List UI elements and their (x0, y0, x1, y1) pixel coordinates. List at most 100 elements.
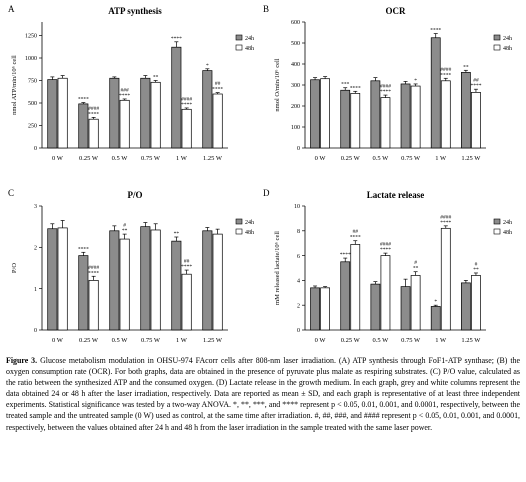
panel-b-bar-24h (400, 83, 411, 149)
panel-a-y-tick-label: 750 (28, 79, 37, 85)
panel-c-significance-label: **** (181, 264, 192, 270)
panel-c-y-tick-label: 2 (34, 246, 37, 252)
panel-a-significance-label: **** (78, 97, 89, 103)
panel-c-significance-label: **** (78, 246, 89, 252)
panel-a-x-tick-label: 1 W (176, 155, 188, 162)
panel-c-significance-label: ** (174, 231, 180, 237)
panel-d-legend-swatch-24h (493, 218, 501, 225)
panel-c-bar-48h (88, 280, 99, 331)
panel-d-bar-48h (350, 244, 361, 331)
panel-b-significance-label: *** (341, 82, 350, 88)
panel-c-bar-48h (57, 227, 68, 331)
panel-a-y-tick-label: 0 (34, 146, 37, 152)
panel-b-significance-label: **** (350, 85, 361, 91)
panel-b-significance-label: ** (463, 64, 469, 70)
panel-a-bar-24h (140, 77, 151, 149)
panel-b-x-tick-label: 0.5 W (373, 155, 390, 162)
panel-c-significance-label: ** (122, 228, 128, 234)
panel-a-bar-48h (150, 81, 161, 149)
panel-c-bar-24h (47, 228, 58, 331)
panel-b-y-tick-label: 400 (291, 62, 300, 68)
panel-c-significance-label: # (123, 223, 126, 229)
panel-c-legend-label-24h: 24h (245, 220, 254, 226)
panel-a-bar-24h (202, 70, 213, 149)
panel-d-significance-label: ** (413, 266, 419, 272)
panel-a-x-tick-label: 1.25 W (203, 155, 223, 162)
panel-a-bar-48h (212, 93, 223, 149)
panel-b-y-axis-label: nmol O/min/10⁶ cell (274, 58, 281, 111)
panel-a-bar-24h (78, 103, 89, 149)
panel-b-significance-label: #### (440, 67, 451, 73)
panel-a-significance-label: **** (119, 93, 130, 99)
panel-a-y-tick-label: 500 (28, 101, 37, 107)
panel-b-y-tick-label: 500 (291, 41, 300, 47)
panel-a-x-tick-label: 0.25 W (79, 155, 99, 162)
panel-d-significance-label: **** (380, 247, 391, 253)
panel-c-significance-label: ## (184, 259, 190, 265)
panel-d-bar-48h (440, 227, 451, 331)
panel-a-x-tick-label: 0 W (52, 155, 64, 162)
panel-a-y-axis-label: nmol ATP/min/10⁶ cell (11, 55, 18, 115)
panel-b-bar-48h (320, 78, 330, 149)
caption-text: Glucose metabolism modulation in OHSU-97… (6, 356, 520, 432)
panel-d-bar-48h (320, 287, 330, 331)
panel-d-significance-label: **** (440, 220, 451, 226)
panel-b-y-tick-label: 300 (291, 83, 300, 89)
panel-b-y-tick-label: 100 (291, 125, 300, 131)
panel-b-x-tick-label: 1.25 W (461, 155, 481, 162)
panel-c-y-tick-label: 0 (34, 328, 37, 334)
panel-a-bar-48h (57, 77, 68, 149)
panel-d-y-tick-label: 10 (294, 204, 300, 210)
panel-c-x-tick-label: 0.5 W (112, 337, 129, 344)
panel-d-bar-48h (410, 275, 421, 331)
panel-d-bar-24h (461, 282, 471, 331)
panel-b-bar-48h (471, 91, 481, 149)
panel-a-y-tick-label: 1000 (25, 56, 37, 62)
panel-a-bar-24h (47, 79, 58, 149)
panel-d-legend-label-48h: 48h (503, 230, 512, 236)
panel-c-significance-label: #### (88, 265, 99, 271)
panel-d-x-tick-label: 1.25 W (461, 337, 481, 344)
panel-b-x-tick-label: 0.75 W (401, 155, 421, 162)
panel-c-bar-48h (181, 273, 192, 331)
panel-a-significance-label: #### (88, 106, 99, 112)
panel-b-significance-label: **** (380, 89, 391, 95)
panel-b-legend-label-24h: 24h (503, 36, 512, 42)
panel-d-bar-24h (400, 286, 411, 331)
panel-a-significance-label: ** (153, 75, 159, 81)
panel-c-bar-24h (171, 240, 182, 331)
panel-b-significance-label: **** (430, 28, 441, 34)
panel-a-bar-24h (171, 46, 182, 149)
panel-b-legend-swatch-48h (493, 44, 501, 51)
panel-c-bar-24h (202, 230, 213, 331)
panel-a-significance-label: #### (181, 96, 192, 102)
panel-c-y-axis-label: P/O (11, 263, 18, 273)
panel-c-legend-swatch-48h (235, 228, 243, 235)
panel-b-legend-swatch-24h (493, 34, 501, 41)
panel-b-legend-label-48h: 48h (503, 46, 512, 52)
panel-a-significance-label: * (206, 63, 209, 69)
panel-c-x-tick-label: 1.25 W (203, 337, 223, 344)
panel-c-legend-swatch-24h (235, 218, 243, 225)
panel-d-x-tick-label: 0.75 W (401, 337, 421, 344)
panel-d-legend-label-24h: 24h (503, 220, 512, 226)
panel-d-title: Lactate release (367, 190, 425, 200)
panel-a-y-tick-label: 1250 (25, 34, 37, 40)
panel-c-bar-48h (150, 229, 161, 331)
panel-c-bar-48h (212, 233, 223, 331)
panel-d-significance-label: # (414, 260, 417, 266)
panel-a-significance-label: **** (88, 111, 99, 117)
panel-a-bar-24h (109, 77, 120, 149)
panel-b-title: OCR (386, 6, 407, 16)
panel-b-significance-label: **** (440, 72, 451, 78)
panel-a-bar-48h (88, 118, 99, 149)
panel-a-x-tick-label: 0.5 W (112, 155, 129, 162)
panel-b-x-tick-label: 0.25 W (341, 155, 361, 162)
panel-d-y-tick-label: 2 (297, 303, 300, 309)
panel-b-bar-48h (440, 80, 451, 149)
panel-b-bar-48h (380, 97, 391, 149)
panel-d-y-tick-label: 8 (297, 229, 300, 235)
panel-d-y-axis-label: mM released lactate/10⁶ cell (274, 231, 281, 305)
panel-d-bar-48h (471, 275, 481, 331)
